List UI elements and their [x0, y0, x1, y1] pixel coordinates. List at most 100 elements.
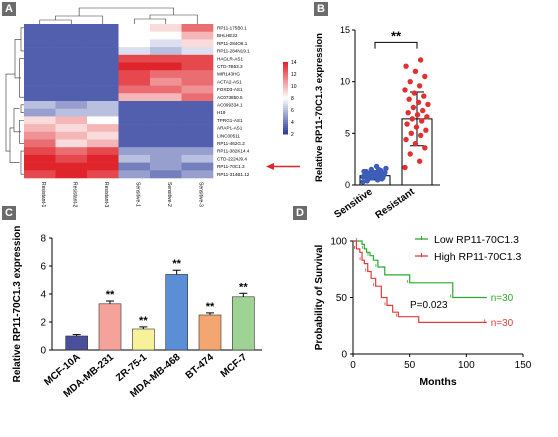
y-axis-label: Probability of Survival [314, 244, 325, 350]
colorbar-segment [283, 130, 288, 133]
heatmap-cell [150, 54, 182, 63]
heatmap-row-label: ACTA2-AS1 [217, 79, 242, 84]
bar [165, 274, 188, 351]
heatmap-cell [55, 170, 88, 179]
heatmap-cell [118, 85, 151, 94]
heatmap-cell [118, 93, 151, 102]
data-point [409, 116, 416, 122]
data-point [423, 127, 429, 133]
data-point [370, 169, 377, 176]
heatmap-cell [150, 139, 182, 148]
data-point [403, 63, 409, 69]
heatmap-row-label: AC073850.5 [217, 95, 243, 100]
heatmap-row-label: TPRG1-AS1 [217, 118, 243, 123]
heatmap-cell [181, 77, 214, 86]
data-point [404, 121, 410, 127]
heatmap-cell [87, 116, 119, 125]
data-point [403, 136, 409, 143]
data-point [422, 73, 428, 80]
data-point [383, 165, 389, 172]
heatmap-cell [150, 24, 182, 32]
heatmap-cell [24, 139, 56, 148]
heatmap-row-label: AC099334.1 [217, 103, 243, 108]
heatmap-cell [24, 131, 56, 140]
heatmap-cell [181, 54, 214, 63]
colorbar-segment [283, 108, 288, 111]
heatmap-cell [87, 31, 119, 40]
heatmap-column-label: Resistant-1 [40, 182, 46, 208]
heatmap-cell [150, 116, 182, 125]
heatmap-cell [118, 116, 151, 125]
heatmap-cell [87, 154, 119, 163]
heatmap-row-label: RP11-175B0.1 [217, 26, 247, 31]
colorbar-segment [283, 116, 288, 119]
colorbar-segment [283, 64, 288, 67]
data-point [421, 93, 427, 99]
heatmap-cell [181, 47, 214, 56]
heatmap-cell [24, 77, 56, 86]
heatmap-cell [181, 24, 214, 32]
panel-label-d: D [293, 206, 307, 220]
heatmap-cell [55, 154, 88, 163]
heatmap-cell [24, 47, 56, 56]
heatmap-cell [87, 162, 119, 171]
heatmap-cell [118, 70, 151, 79]
heatmap-cell [181, 101, 214, 109]
heatmap-cell [150, 154, 182, 163]
data-point [412, 140, 419, 147]
colorbar-segment [283, 122, 288, 125]
heatmap-cell [181, 131, 214, 140]
colorbar-segment [283, 80, 288, 83]
heatmap-cell [118, 31, 151, 40]
data-point [360, 174, 366, 180]
heatmap-cell [118, 154, 151, 163]
heatmap-cell [181, 85, 214, 94]
colorbar-segment [283, 114, 288, 117]
data-point [407, 78, 413, 85]
colorbar-segment [283, 66, 288, 69]
legend-label: High RP11-70C1.3 [434, 251, 522, 263]
heatmap-cell [55, 108, 88, 117]
heatmap-cell [118, 147, 151, 156]
heatmap-cell [181, 108, 214, 117]
bar [65, 335, 88, 351]
colorbar-segment [283, 102, 288, 105]
bar [232, 296, 255, 351]
heatmap-cell [87, 39, 119, 48]
x-tick-label: Resistant [374, 186, 418, 221]
y-tick-label: 0 [341, 350, 347, 361]
colorbar-segment [283, 62, 288, 65]
heatmap-cell [24, 124, 56, 133]
column-dendrogram-branch [133, 18, 167, 24]
data-point [402, 164, 408, 171]
column-dendrogram-branch [39, 19, 72, 24]
heatmap-cell [150, 162, 182, 171]
heatmap-cell [150, 147, 182, 156]
heatmap-cell [24, 85, 56, 94]
heatmap-cell [55, 39, 88, 48]
heatmap-row-label: BHLHE22 [217, 33, 238, 38]
data-point [374, 173, 381, 179]
data-point [417, 132, 424, 139]
y-tick-label: 2 [40, 318, 46, 329]
data-point [406, 96, 412, 102]
heatmap-cell [181, 124, 214, 133]
data-point [405, 109, 411, 116]
colorbar-segment [283, 82, 288, 85]
colorbar-segment [283, 124, 288, 127]
colorbar-segment [283, 86, 288, 89]
heatmap-cell [181, 162, 214, 171]
colorbar-segment [283, 94, 288, 97]
y-tick-label: 4 [40, 290, 46, 301]
heatmap-cell [55, 147, 88, 156]
heatmap-row-label: H19 [217, 110, 226, 115]
heatmap-cell [24, 154, 56, 163]
y-axis-label: Relative RP11-70C1.3 expression [12, 226, 23, 383]
bar [132, 328, 155, 351]
heatmap-cell [150, 31, 182, 40]
colorbar-segment [283, 70, 288, 73]
data-point [369, 175, 376, 181]
y-tick-label: 5 [345, 128, 350, 138]
heatmap-cell [55, 77, 88, 86]
